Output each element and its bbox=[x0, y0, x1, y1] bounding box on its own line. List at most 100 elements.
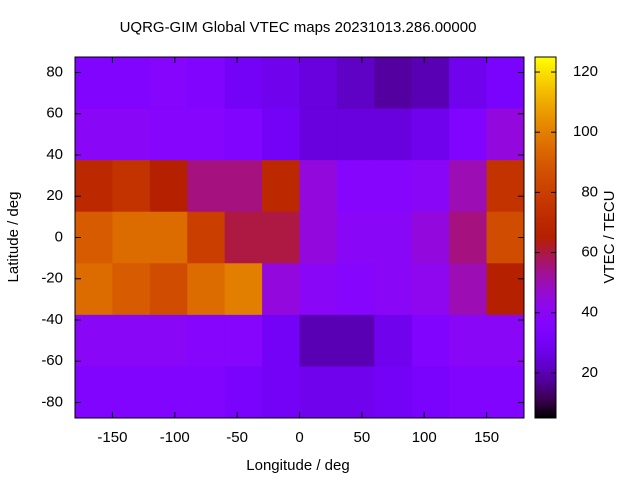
heat-cell bbox=[411, 314, 450, 367]
heat-cell bbox=[374, 314, 413, 367]
heat-cell bbox=[112, 263, 151, 316]
heat-cell bbox=[486, 160, 525, 213]
heat-cell bbox=[336, 211, 375, 264]
heat-cell bbox=[336, 366, 375, 419]
y-axis-label: Latitude / deg bbox=[5, 192, 22, 283]
heat-cell bbox=[374, 108, 413, 161]
colorbar bbox=[534, 56, 557, 419]
heat-cell bbox=[336, 314, 375, 367]
x-tick-label: 100 bbox=[412, 429, 437, 446]
heat-cell bbox=[411, 160, 450, 213]
y-tick-label: -20 bbox=[41, 270, 63, 287]
y-tick-label: -40 bbox=[41, 311, 63, 328]
colorbar-tick-label: 80 bbox=[581, 183, 598, 200]
heat-cell bbox=[299, 211, 338, 264]
x-tick-label: 0 bbox=[295, 429, 303, 446]
heat-cell bbox=[449, 314, 488, 367]
heat-cell bbox=[149, 108, 188, 161]
heat-cell bbox=[149, 211, 188, 264]
heat-cell bbox=[336, 263, 375, 316]
heat-cell bbox=[336, 160, 375, 213]
heat-cell bbox=[449, 211, 488, 264]
y-tick-label: 0 bbox=[55, 228, 63, 245]
heat-cell bbox=[299, 160, 338, 213]
x-axis-label: Longitude / deg bbox=[246, 457, 349, 474]
y-tick-label: 40 bbox=[46, 146, 63, 163]
x-tick-label: -150 bbox=[97, 429, 127, 446]
heat-cell bbox=[486, 314, 525, 367]
heat-cell bbox=[149, 366, 188, 419]
heat-cell bbox=[262, 314, 300, 367]
heat-cell bbox=[149, 314, 188, 367]
colorbar-tick-label: 100 bbox=[573, 123, 598, 140]
heat-cell bbox=[149, 160, 188, 213]
heat-cell bbox=[149, 263, 188, 316]
heat-cell bbox=[187, 57, 226, 110]
heat-cell bbox=[299, 314, 338, 367]
heat-cell bbox=[262, 57, 300, 110]
heat-cell bbox=[224, 366, 263, 419]
heat-cell bbox=[75, 366, 113, 419]
heat-cell bbox=[262, 366, 300, 419]
heat-cell bbox=[187, 160, 226, 213]
colorbar-tick-label: 20 bbox=[581, 364, 598, 381]
heat-cell bbox=[336, 57, 375, 110]
heat-cell bbox=[75, 211, 113, 264]
heat-cell bbox=[449, 57, 488, 110]
heat-cell bbox=[112, 160, 151, 213]
heat-cell bbox=[262, 160, 300, 213]
heat-cell bbox=[336, 108, 375, 161]
colorbar-tick-label: 120 bbox=[573, 63, 598, 80]
x-tick-label: -50 bbox=[226, 429, 248, 446]
heat-cell bbox=[75, 57, 113, 110]
heat-cell bbox=[224, 108, 263, 161]
heat-cell bbox=[299, 108, 338, 161]
heat-cell bbox=[75, 263, 113, 316]
colorbar-label: VTEC / TECU bbox=[601, 190, 618, 283]
heat-cell bbox=[187, 314, 226, 367]
heat-cell bbox=[411, 263, 450, 316]
heat-cell bbox=[486, 366, 525, 419]
x-tick-label: -100 bbox=[160, 429, 190, 446]
y-tick-label: 60 bbox=[46, 105, 63, 122]
heat-cell bbox=[224, 160, 263, 213]
heat-cell bbox=[374, 57, 413, 110]
heat-cell bbox=[374, 211, 413, 264]
heat-cell bbox=[224, 211, 263, 264]
heat-cell bbox=[262, 211, 300, 264]
heat-cell bbox=[149, 57, 188, 110]
heat-cell bbox=[187, 108, 226, 161]
heat-cell bbox=[486, 263, 525, 316]
colorbar-tick-label: 40 bbox=[581, 304, 598, 321]
y-tick-label: -80 bbox=[41, 393, 63, 410]
heat-cell bbox=[486, 108, 525, 161]
y-tick-label: 80 bbox=[46, 63, 63, 80]
heat-cell bbox=[374, 263, 413, 316]
heat-cell bbox=[262, 263, 300, 316]
heat-cell bbox=[224, 57, 263, 110]
heat-cell bbox=[411, 57, 450, 110]
heat-cell bbox=[75, 160, 113, 213]
heat-cell bbox=[187, 366, 226, 419]
heat-cell bbox=[299, 263, 338, 316]
heat-cell bbox=[449, 366, 488, 419]
heat-cell bbox=[449, 263, 488, 316]
heat-cell bbox=[112, 211, 151, 264]
heat-cell bbox=[187, 211, 226, 264]
heat-cell bbox=[299, 57, 338, 110]
heat-cell bbox=[411, 366, 450, 419]
heat-cell bbox=[299, 366, 338, 419]
y-tick-label: 20 bbox=[46, 187, 63, 204]
x-tick-label: 150 bbox=[474, 429, 499, 446]
y-tick-label: -60 bbox=[41, 352, 63, 369]
chart-title: UQRG-GIM Global VTEC maps 20231013.286.0… bbox=[120, 19, 477, 36]
x-tick-label: 50 bbox=[354, 429, 371, 446]
heat-cell bbox=[75, 314, 113, 367]
heat-cell bbox=[262, 108, 300, 161]
heat-cell bbox=[112, 57, 151, 110]
heat-cell bbox=[224, 263, 263, 316]
heat-cell bbox=[112, 366, 151, 419]
heat-cell bbox=[75, 108, 113, 161]
